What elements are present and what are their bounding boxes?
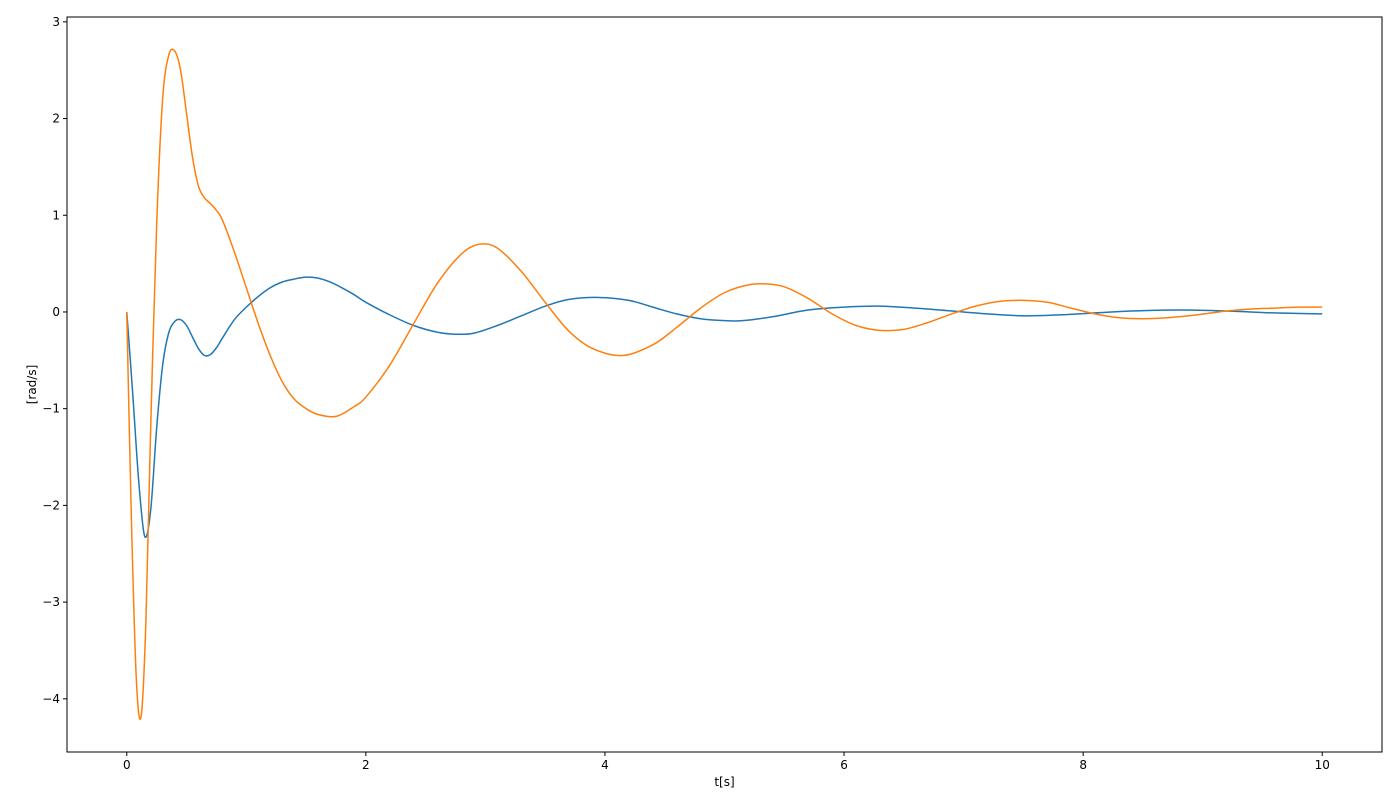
y-tick-label: −3 <box>42 595 60 609</box>
y-axis-ticks: −4 −3 −2 −1 0 1 2 3 <box>42 15 67 706</box>
x-tick-label: 8 <box>1079 758 1087 772</box>
x-axis-label: t[s] <box>714 775 734 789</box>
series-line-2 <box>126 48 1323 720</box>
y-tick-label: 2 <box>52 112 60 126</box>
plot-area-frame <box>66 16 1383 753</box>
y-tick-label: 0 <box>52 305 60 319</box>
x-tick-label: 2 <box>362 758 370 772</box>
x-tick-label: 6 <box>840 758 848 772</box>
x-tick-label: 0 <box>123 758 131 772</box>
y-tick-label: 3 <box>52 15 60 29</box>
x-tick-label: 10 <box>1315 758 1330 772</box>
y-axis-label: [rad/s] <box>25 365 39 405</box>
y-tick-label: −1 <box>42 402 60 416</box>
x-tick-label: 4 <box>601 758 609 772</box>
series-line-1 <box>126 276 1323 539</box>
y-tick-label: −4 <box>42 692 60 706</box>
series-layer <box>126 48 1323 720</box>
y-tick-label: −2 <box>42 498 60 512</box>
x-axis-ticks: 0 2 4 6 8 10 <box>123 752 1330 772</box>
y-tick-label: 1 <box>52 208 60 222</box>
